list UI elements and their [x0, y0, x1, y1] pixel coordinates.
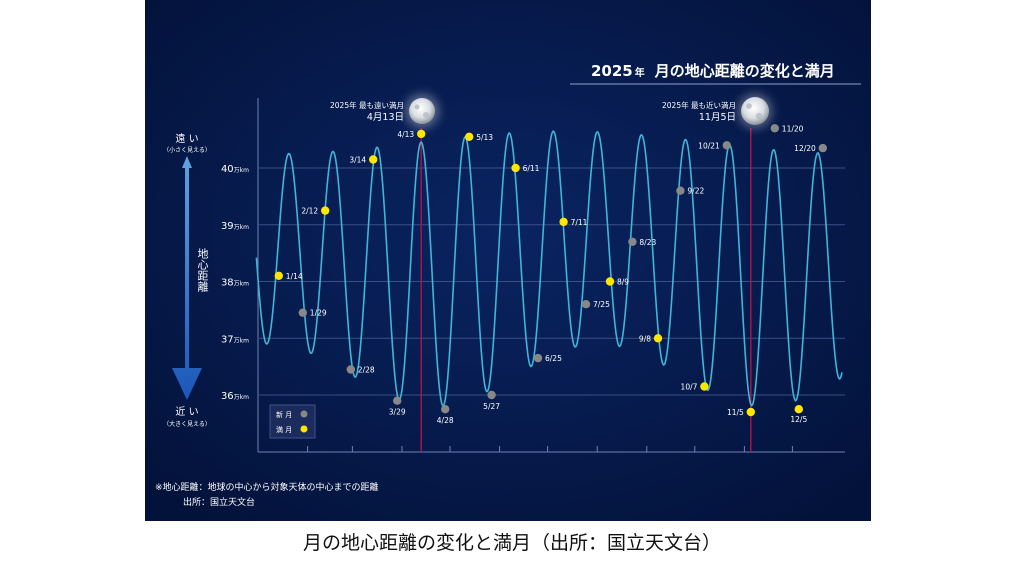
new-moon-point	[298, 308, 307, 317]
y-tick-label: 36万km	[221, 391, 249, 402]
nearest-moon-title: 2025年 最も近い満月	[662, 100, 736, 110]
full-moon-point	[369, 155, 378, 164]
farthest-full-moon-annotation: 2025年 最も遠い満月 4月13日	[330, 94, 439, 128]
gridlines	[258, 167, 845, 396]
footnote-definition: ※地心距離：地球の中心から対象天体の中心までの距離	[155, 481, 379, 493]
nearest-full-moon-annotation: 2025年 最も近い満月 11月5日	[662, 94, 772, 128]
full-moon-point	[653, 334, 663, 343]
new-moon-point	[770, 124, 779, 133]
full-moon-point	[511, 163, 520, 173]
far-sublabel: （小さく見える）	[163, 146, 211, 154]
y-tick-label: 40万km	[221, 164, 249, 175]
near-sublabel: （大きく見える）	[163, 420, 211, 428]
nearest-moon-date: 11月5日	[699, 112, 736, 123]
legend-box	[269, 404, 316, 439]
new-moon-point	[533, 353, 543, 363]
new-moon-point	[676, 186, 685, 195]
new-moon-label: 8/23	[639, 238, 656, 247]
distance-chart: 2025 年月の地心距離の変化と満月 36万km 37万km 38万km 39万km 40…	[145, 0, 871, 521]
new-moon-label: 12/20	[794, 144, 816, 153]
y-tick-labels: 36万km 37万km 38万km 39万km 40万km	[221, 164, 249, 402]
new-moon-label: 2/28	[358, 366, 375, 375]
distance-arrow-icon	[172, 156, 202, 400]
footnote-source: 出所：国立天文台	[183, 496, 255, 508]
farthest-moon-date: 4月13日	[367, 112, 404, 123]
new-moon-point	[346, 365, 355, 374]
chart-panel: 2025 年月の地心距離の変化と満月 36万km 37万km 38万km 39万km 40…	[145, 0, 871, 521]
full-moon-point	[417, 129, 426, 139]
far-label: 遠 い	[175, 132, 198, 145]
full-moon-label: 3/14	[349, 156, 366, 165]
moon-image	[741, 97, 769, 125]
legend-full-moon-marker	[300, 425, 308, 433]
new-moon-point	[722, 141, 731, 150]
moon-crater	[414, 104, 420, 110]
legend-new-moon-marker	[300, 410, 308, 418]
full-moon-label: 10/7	[681, 383, 698, 392]
moon-crater	[755, 112, 763, 120]
full-moon-point	[465, 132, 474, 141]
new-moon-label: 7/25	[593, 300, 610, 309]
full-moon-point	[794, 405, 803, 414]
moon-image	[409, 98, 435, 124]
full-moon-label: 12/5	[790, 415, 807, 424]
full-moon-label: 2/12	[301, 207, 318, 216]
full-moon-label: 9/8	[639, 334, 651, 343]
moon-crater	[423, 112, 429, 118]
distance-curve	[255, 130, 843, 407]
highlight-lines	[420, 128, 752, 452]
new-moon-point	[393, 396, 402, 405]
farthest-moon-title: 2025年 最も遠い満月	[330, 100, 404, 110]
y-tick-label: 38万km	[221, 278, 249, 289]
new-moon-label: 3/29	[389, 408, 406, 417]
new-moon-point	[441, 405, 450, 414]
new-moon-label: 10/21	[698, 141, 720, 150]
page-caption: 月の地心距離の変化と満月（出所：国立天文台）	[302, 532, 721, 554]
y-tick-label: 39万km	[221, 221, 249, 232]
moon-points: 1/14 2/12 3/14 4/13 5/13 6/11 7/11 8/9 9/8 10/7 11…	[274, 124, 827, 425]
legend: 新 月 満 月	[269, 404, 316, 439]
new-moon-label: 5/27	[483, 402, 500, 411]
new-moon-label: 9/22	[687, 187, 704, 196]
legend-full-moon-label: 満 月	[276, 426, 292, 434]
full-moon-label: 5/13	[476, 133, 493, 142]
month-ticks	[257, 446, 793, 452]
new-moon-label: 6/25	[545, 354, 562, 363]
legend-new-moon-label: 新 月	[276, 410, 292, 419]
full-moon-label: 6/11	[523, 164, 540, 173]
full-moon-point	[605, 277, 615, 286]
near-label: 近 い	[175, 405, 198, 418]
full-moon-label: 7/11	[571, 218, 588, 227]
full-moon-point	[559, 217, 568, 227]
title-year-suffix: 年	[635, 66, 645, 79]
chart-title: 月の地心距離の変化と満月	[654, 62, 835, 80]
moon-crater	[746, 103, 752, 109]
new-moon-label: 1/29	[310, 309, 327, 318]
full-moon-point	[274, 271, 283, 280]
new-moon-point	[628, 237, 637, 246]
new-moon-label: 4/28	[437, 416, 454, 425]
full-moon-label: 11/5	[727, 408, 744, 417]
full-moon-point	[321, 206, 330, 215]
full-moon-label: 1/14	[286, 272, 303, 281]
full-moon-label: 8/9	[617, 278, 629, 287]
new-moon-point	[581, 300, 591, 309]
chart-background	[145, 0, 871, 521]
full-moon-point	[700, 382, 709, 391]
new-moon-label: 11/20	[782, 124, 804, 133]
y-tick-label: 37万km	[221, 334, 249, 345]
title-year: 2025	[591, 62, 633, 80]
full-moon-point	[746, 407, 755, 417]
full-moon-label: 4/13	[397, 130, 414, 139]
new-moon-point	[487, 390, 496, 400]
new-moon-point	[818, 143, 827, 153]
